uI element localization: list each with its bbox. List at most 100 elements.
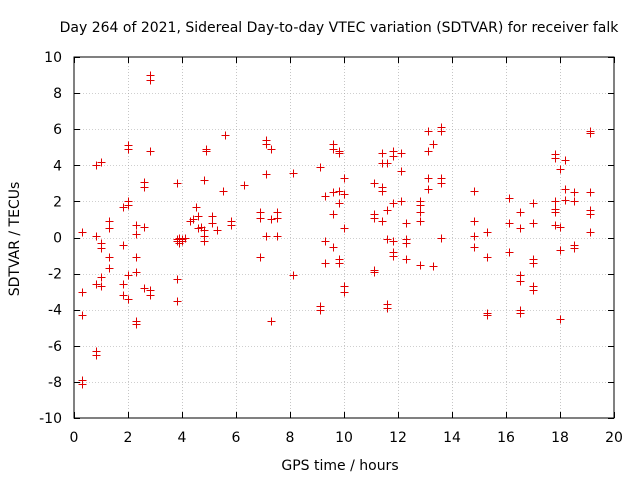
data-point (119, 203, 128, 212)
x-tick-label: 0 (70, 430, 79, 446)
data-point (378, 217, 387, 226)
data-point (389, 252, 398, 261)
data-point (189, 215, 198, 224)
data-point (402, 239, 411, 248)
data-point (570, 197, 579, 206)
data-point (267, 145, 276, 154)
x-tick-label: 4 (178, 430, 187, 446)
x-tick-label: 2 (124, 430, 133, 446)
x-tick-label: 10 (335, 430, 353, 446)
data-point (78, 288, 87, 297)
data-point (416, 201, 425, 210)
data-point (124, 145, 133, 154)
data-point (105, 217, 114, 226)
data-point (570, 188, 579, 197)
y-tick-label: -8 (48, 375, 62, 391)
data-point (146, 147, 155, 156)
data-point (335, 149, 344, 158)
data-point (227, 221, 236, 230)
data-point (397, 149, 406, 158)
grid-lines (74, 57, 614, 418)
chart-title: Day 264 of 2021, Sidereal Day-to-day VTE… (60, 20, 620, 36)
data-point (329, 188, 338, 197)
data-point (516, 277, 525, 286)
data-point (221, 131, 230, 140)
data-point (92, 161, 101, 170)
data-point (340, 224, 349, 233)
data-point (289, 271, 298, 280)
axis-ticks: 0 2 4 6 8 10 12 14 16 18 20 -10 -8 -6 -4 -2 0 2 4 6 8 10 (39, 50, 623, 446)
data-point (383, 235, 392, 244)
data-point (289, 169, 298, 178)
data-point (200, 237, 209, 246)
data-point (551, 208, 560, 217)
data-point (378, 187, 387, 196)
data-point (370, 179, 379, 188)
data-point (556, 246, 565, 255)
data-point (516, 224, 525, 233)
data-points (78, 71, 595, 389)
y-tick-label: -10 (39, 411, 62, 427)
y-tick-label: 8 (53, 86, 62, 102)
data-point (173, 179, 182, 188)
data-point (316, 163, 325, 172)
data-point (132, 268, 141, 277)
data-point (383, 206, 392, 215)
data-point (78, 380, 87, 389)
plot-frame (73, 56, 615, 419)
data-point (402, 219, 411, 228)
data-point (78, 311, 87, 320)
data-point (219, 187, 228, 196)
y-axis-label: SDTVAR / TECUs (7, 182, 23, 297)
data-point (316, 306, 325, 315)
data-point (561, 156, 570, 165)
data-point (97, 282, 106, 291)
data-point (119, 241, 128, 250)
data-point (483, 228, 492, 237)
data-point (146, 76, 155, 85)
data-point (483, 253, 492, 262)
y-tick-label: 0 (53, 231, 62, 247)
data-point (470, 232, 479, 241)
data-point (505, 194, 514, 203)
data-point (437, 234, 446, 243)
data-point (529, 259, 538, 268)
data-point (470, 187, 479, 196)
data-point (97, 273, 106, 282)
data-point (424, 147, 433, 156)
data-point (194, 212, 203, 221)
data-point (505, 248, 514, 257)
data-point (383, 304, 392, 313)
data-point (516, 309, 525, 318)
y-tick-label: 2 (53, 194, 62, 210)
data-point (173, 297, 182, 306)
data-point (202, 147, 211, 156)
data-point (378, 149, 387, 158)
data-point (119, 280, 128, 289)
data-point (140, 183, 149, 192)
data-point (262, 140, 271, 149)
data-point (256, 214, 265, 223)
data-point (200, 176, 209, 185)
data-point (470, 243, 479, 252)
y-tick-label: 6 (53, 122, 62, 138)
data-point (505, 219, 514, 228)
data-point (78, 228, 87, 237)
data-point (267, 317, 276, 326)
data-point (132, 253, 141, 262)
data-point (429, 140, 438, 149)
data-point (516, 208, 525, 217)
y-tick-label: -6 (48, 339, 62, 355)
data-point (437, 127, 446, 136)
y-tick-label: -2 (48, 267, 62, 283)
data-point (402, 255, 411, 264)
data-point (329, 145, 338, 154)
data-point (208, 212, 217, 221)
data-point (556, 165, 565, 174)
y-tick-label: 4 (53, 158, 62, 174)
data-point (92, 280, 101, 289)
data-point (340, 190, 349, 199)
data-point (240, 181, 249, 190)
data-point (370, 214, 379, 223)
